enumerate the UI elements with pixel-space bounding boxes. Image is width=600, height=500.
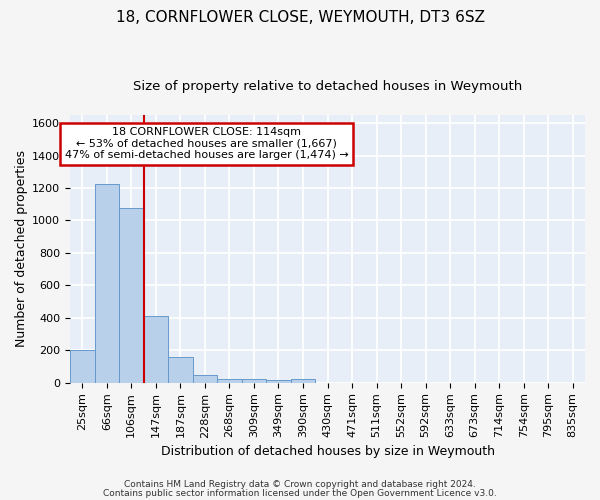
Bar xyxy=(266,380,291,382)
X-axis label: Distribution of detached houses by size in Weymouth: Distribution of detached houses by size … xyxy=(161,444,494,458)
Bar xyxy=(193,374,217,382)
Bar xyxy=(95,184,119,382)
Text: Contains public sector information licensed under the Open Government Licence v3: Contains public sector information licen… xyxy=(103,488,497,498)
Bar xyxy=(242,379,266,382)
Y-axis label: Number of detached properties: Number of detached properties xyxy=(15,150,28,348)
Bar xyxy=(70,350,95,382)
Text: Contains HM Land Registry data © Crown copyright and database right 2024.: Contains HM Land Registry data © Crown c… xyxy=(124,480,476,489)
Text: 18 CORNFLOWER CLOSE: 114sqm
← 53% of detached houses are smaller (1,667)
47% of : 18 CORNFLOWER CLOSE: 114sqm ← 53% of det… xyxy=(65,127,349,160)
Title: Size of property relative to detached houses in Weymouth: Size of property relative to detached ho… xyxy=(133,80,522,93)
Bar xyxy=(291,380,315,382)
Bar xyxy=(143,316,168,382)
Bar xyxy=(217,378,242,382)
Bar xyxy=(168,356,193,382)
Bar xyxy=(119,208,143,382)
Text: 18, CORNFLOWER CLOSE, WEYMOUTH, DT3 6SZ: 18, CORNFLOWER CLOSE, WEYMOUTH, DT3 6SZ xyxy=(115,10,485,25)
